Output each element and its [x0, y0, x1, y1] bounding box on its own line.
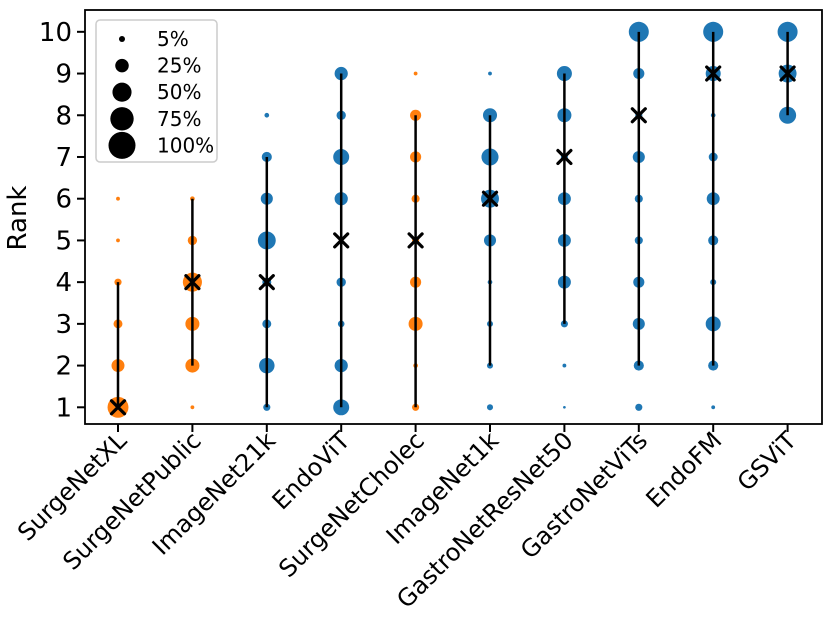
mean-rank-marker [258, 274, 275, 291]
legend-size-dot [115, 58, 129, 73]
rank-dot [488, 71, 492, 76]
series-EndoViT [333, 66, 350, 416]
series-EndoFM [703, 21, 724, 410]
y-tick-label: 8 [55, 101, 72, 131]
rank-dot [563, 405, 566, 409]
y-tick-label: 6 [55, 185, 72, 215]
x-tick-label: SurgeNetPublic [57, 426, 206, 575]
mean-rank-marker [556, 148, 573, 166]
y-tick-label: 2 [55, 352, 72, 382]
series-SurgeNetPublic [182, 196, 202, 410]
rank-dot [486, 404, 494, 411]
size-legend: 5% 25%50% 75%100% [95, 19, 218, 163]
y-tick-label: 9 [55, 60, 72, 90]
rank-dot [482, 108, 498, 123]
x-tick-label: GastroNetViTs [515, 426, 653, 564]
legend-entry: 5% [118, 27, 189, 51]
legend-entry-label: 50% [157, 80, 201, 104]
x-tick-label: GSViT [732, 426, 802, 496]
legend-size-dot [112, 82, 132, 102]
legend-size-dot [108, 131, 136, 159]
x-tick-label: EndoFM [641, 426, 728, 513]
mean-rank-marker [333, 232, 350, 249]
rank-dot [116, 196, 120, 201]
series-GastroNetViTs [628, 21, 649, 411]
y-tick-label: 1 [55, 393, 72, 423]
mean-rank-marker [630, 107, 647, 124]
legend-size-dot [110, 107, 134, 131]
y-tick-label: 4 [55, 268, 72, 298]
legend-entry-label: 25% [157, 54, 201, 78]
rank-dot [711, 405, 716, 410]
series-SurgeNetCholec [407, 71, 424, 411]
legend-entry: 50% [112, 80, 201, 104]
rank-dot [190, 405, 195, 410]
mean-rank-marker [407, 232, 424, 249]
legend-entry-label: 100% [157, 133, 214, 157]
y-tick-label: 3 [55, 310, 72, 340]
rank-dot [264, 112, 270, 118]
legend-entry-label: 75% [157, 107, 201, 131]
rank-dot [562, 363, 567, 368]
rank-dot [779, 106, 797, 124]
rank-dot [334, 66, 348, 81]
legend-entry-label: 5% [157, 27, 189, 51]
mean-rank-marker [779, 65, 796, 82]
series-ImageNet21k [257, 112, 276, 411]
rank-dot [413, 71, 418, 76]
legend-size-dot [118, 35, 126, 43]
mean-rank-marker [481, 190, 499, 207]
y-axis-label: Rank [3, 186, 33, 251]
series-GSViT [777, 21, 798, 124]
plot-border [84, 9, 823, 425]
series-SurgeNetXL [107, 196, 129, 418]
legend-entry: 100% [108, 131, 214, 159]
legend-entry: 75% [110, 107, 201, 131]
rank-dot [116, 238, 120, 243]
series-GastroNetResNet50 [556, 66, 573, 409]
legend-entry: 25% [115, 54, 201, 78]
series-ImageNet1k [481, 71, 499, 411]
mean-rank-marker [184, 274, 201, 291]
rank-dot [486, 362, 494, 369]
y-tick-label: 7 [55, 143, 72, 173]
rank-dot [635, 403, 643, 411]
mean-rank-marker [705, 65, 722, 82]
y-tick-label: 5 [55, 226, 72, 256]
y-tick-label: 10 [39, 18, 72, 48]
series-layer [107, 21, 798, 418]
mean-rank-marker [109, 399, 127, 416]
